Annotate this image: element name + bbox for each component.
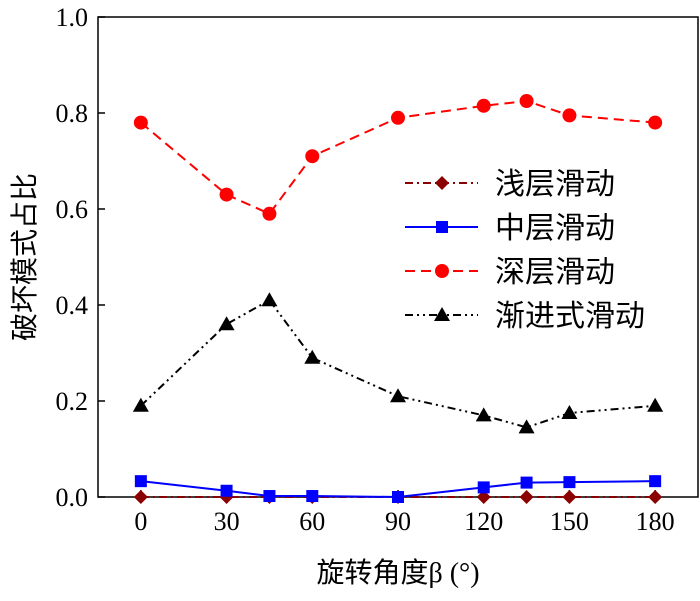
x-tick-label: 150 — [550, 507, 589, 536]
data-point — [476, 490, 491, 504]
data-point — [390, 388, 406, 403]
data-point — [134, 475, 147, 488]
legend-marker — [435, 264, 449, 278]
data-point — [563, 476, 576, 489]
x-tick-label: 180 — [636, 507, 675, 536]
data-point — [647, 397, 664, 412]
y-tick-label: 0.6 — [56, 195, 89, 224]
data-point — [518, 419, 535, 434]
y-axis-label: 破坏模式占比 — [9, 173, 41, 341]
data-point — [392, 491, 404, 503]
data-point — [562, 490, 577, 504]
y-tick-label: 0.0 — [56, 483, 89, 512]
legend-label: 中层滑动 — [495, 212, 615, 245]
x-tick-label: 60 — [299, 507, 325, 536]
data-point — [261, 292, 278, 307]
data-point — [306, 490, 319, 503]
data-point — [218, 316, 235, 331]
x-tick-label: 0 — [134, 507, 147, 536]
legend-marker — [434, 307, 450, 321]
y-tick-label: 1.0 — [56, 3, 89, 32]
y-tick-label: 0.4 — [56, 291, 89, 320]
x-axis-label: 旋转角度β (°) — [316, 557, 479, 589]
data-point — [520, 476, 533, 489]
data-point — [561, 405, 578, 419]
x-tick-label: 120 — [464, 507, 503, 536]
data-point — [133, 490, 148, 504]
legend-item: 中层滑动 — [405, 212, 615, 245]
legend-marker — [436, 221, 448, 233]
data-point — [219, 187, 234, 202]
legend-label: 渐进式滑动 — [495, 300, 645, 333]
series-2 — [134, 475, 662, 503]
x-tick-label: 90 — [385, 507, 411, 536]
data-point — [133, 115, 148, 130]
legend-label: 浅层滑动 — [495, 168, 615, 201]
legend-item: 浅层滑动 — [405, 168, 615, 201]
data-point — [263, 490, 276, 503]
legend-marker — [435, 176, 449, 190]
data-point — [649, 475, 662, 488]
data-point — [305, 149, 320, 164]
legend-item: 深层滑动 — [405, 256, 615, 289]
legend-item: 渐进式滑动 — [405, 300, 645, 333]
data-point — [519, 94, 534, 108]
y-tick-label: 0.8 — [56, 99, 89, 128]
data-point — [648, 490, 663, 504]
series-4 — [132, 292, 664, 434]
series-3 — [133, 94, 663, 221]
legend-label: 深层滑动 — [495, 256, 615, 289]
data-point — [562, 108, 577, 123]
data-point — [476, 98, 491, 113]
data-point — [475, 407, 492, 422]
data-point — [391, 110, 405, 125]
data-point — [220, 484, 233, 497]
data-point — [519, 490, 534, 504]
data-point — [648, 115, 663, 130]
data-point — [304, 349, 321, 364]
data-point — [262, 206, 277, 221]
data-point — [132, 397, 149, 412]
data-point — [477, 481, 490, 494]
x-tick-label: 30 — [214, 507, 240, 536]
y-tick-label: 0.2 — [56, 387, 89, 416]
